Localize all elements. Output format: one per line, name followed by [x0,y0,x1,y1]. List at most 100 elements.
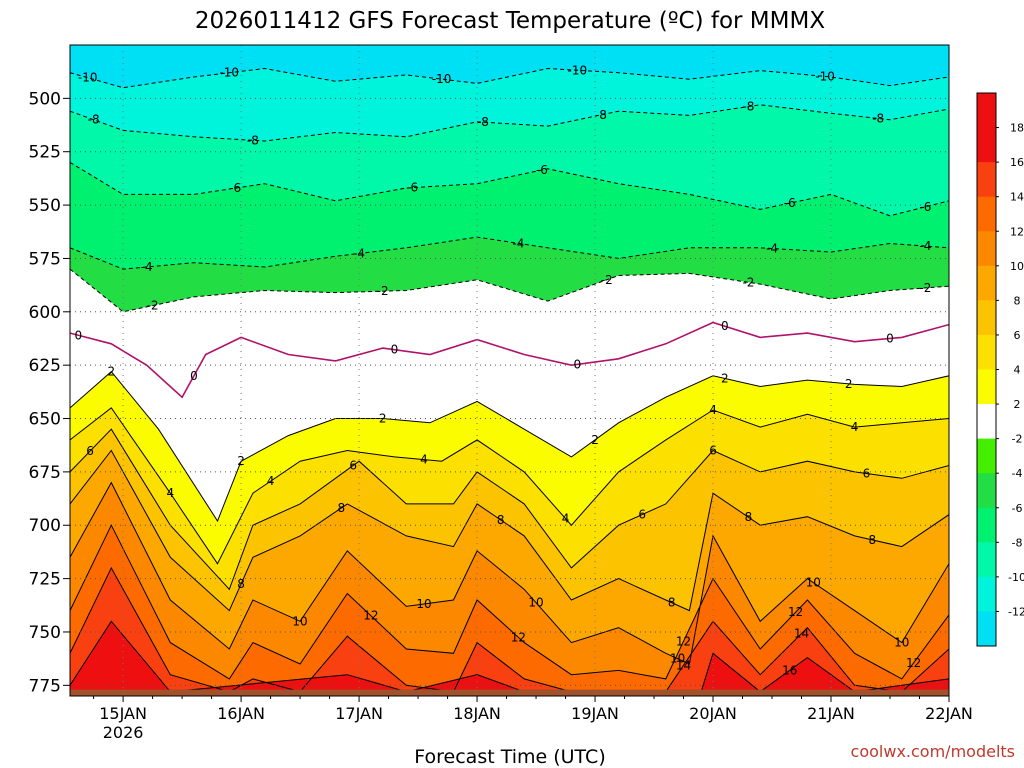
isotherm-label: -6 [784,196,796,210]
isotherm-label: -4 [141,260,153,274]
grid-lines [70,45,949,696]
isotherm-label: -2 [919,281,931,295]
isotherm-label: -6 [536,163,548,177]
x-tick-year: 2026 [103,723,144,742]
colorbar-segment [977,300,996,336]
y-tick-label: 550 [29,196,61,216]
colorbar-segment [977,162,996,198]
isotherm-label: 0 [886,331,894,345]
colorbar-segment [977,334,996,370]
isotherm-label: -10 [219,66,239,80]
isotherm-label: 4 [166,486,174,500]
colorbar-label: -12 [1008,605,1024,618]
x-axis-title: Forecast Time (UTC) [414,746,605,768]
isotherm-line [70,524,949,680]
isotherm-lines [70,67,949,693]
y-axis: 500 525 550 575 600 625 650 675 700 725 750 775 [29,89,70,696]
x-tick-label: 20JAN [689,704,737,723]
colorbar-label: 14 [1010,191,1024,204]
colorbar-segment [977,473,996,509]
y-tick-label: 500 [29,89,61,109]
isotherm-label: 0 [574,357,582,371]
y-tick-label: 700 [29,516,61,536]
isotherm-label: 8 [497,513,505,527]
isotherm-label: -10 [568,63,588,77]
isotherm-line [70,104,949,142]
isotherm-label: 0 [74,328,82,342]
x-tick-label: 17JAN [335,704,383,723]
colorbar-segment [977,404,996,440]
isotherm-line [70,67,949,89]
isotherm-label: 4 [851,420,859,434]
isotherm-line [70,407,949,565]
isotherm-line [70,566,949,693]
y-tick-label: 650 [29,410,61,430]
isotherm-label: 0 [190,369,198,383]
isotherm-line [70,370,949,523]
x-tick-label: 22JAN [925,704,973,723]
colorbar-segment [977,438,996,474]
y-tick-label: 525 [29,143,61,163]
credit-text: coolwx.com/modelts [851,742,1015,761]
isotherm-label: 14 [676,658,691,672]
isotherm-label: 6 [86,444,94,458]
colorbar-segment [977,196,996,232]
isotherm-label: 8 [237,577,245,591]
isotherm-label: 10 [894,636,909,650]
x-tick-label: 19JAN [571,704,619,723]
colorbar-label: 16 [1010,156,1024,169]
isotherm-line [70,161,949,217]
isotherm-label: -2 [147,299,159,313]
colorbar-label: 6 [1014,329,1021,342]
ground-layer [70,689,949,696]
isotherm-label: 2 [591,433,599,447]
colorbar-segment [977,542,996,578]
isotherm-label: 10 [292,614,307,628]
isotherm-line [70,449,949,612]
isotherm-label: 12 [906,656,921,670]
colorbar-label: 2 [1014,398,1021,411]
isotherm-label: 6 [349,458,357,472]
temperature-band [70,567,949,696]
x-tick-label: 16JAN [217,704,265,723]
isotherm-label: -4 [919,239,931,253]
temperature-bands [70,68,949,696]
plot-area: -10 -10 -10 -10 -10 -8 -8 -8 -8 -8 -8 -6 -6 -6 -6 -6 -4 -… [70,45,949,696]
isotherm-label: 10 [806,576,821,590]
isotherm-label: -2 [377,284,389,298]
colorbar-label: 10 [1010,260,1024,273]
isotherm-label: -10 [815,69,835,83]
isotherm-label: -10 [432,72,452,86]
isotherm-label: 10 [670,652,685,666]
isotherm-labels: -10 -10 -10 -10 -10 -8 -8 -8 -8 -8 -8 -6 -6 -6 -6 -6 -4 -… [74,63,931,677]
isotherm-label: 2 [379,412,387,426]
isotherm-label: 8 [668,596,676,610]
isotherm-label: -6 [406,181,418,195]
isotherm-label: -2 [742,275,754,289]
isotherm-label: 10 [528,596,543,610]
colorbar-label: -2 [1012,433,1023,446]
isotherm-label: -10 [78,71,98,85]
y-tick-label: 775 [29,676,61,696]
colorbar-label: 12 [1010,225,1024,238]
colorbar-segment [977,576,996,612]
x-tick-label: 18JAN [453,704,501,723]
colorbar-segment [977,265,996,301]
isotherm-label: 2 [107,365,115,379]
x-tick-label: 21JAN [807,704,855,723]
y-tick-label: 750 [29,623,61,643]
colorbar-label: 4 [1014,364,1021,377]
plot-frame [69,44,950,697]
y-tick-label: 725 [29,570,61,590]
isotherm-label: 6 [638,508,646,522]
isotherm-label: 4 [562,512,570,526]
chart-title: 2026011412 GFS Forecast Temperature (ºC)… [195,8,825,34]
isotherm-label: 0 [721,319,729,333]
isotherm-label: -8 [88,113,100,127]
y-tick-label: 625 [29,356,61,376]
isotherm-label: 14 [794,627,809,641]
colorbar-label: -10 [1008,571,1024,584]
colorbar-label: -4 [1012,467,1023,480]
isotherm-label: -8 [247,133,259,147]
